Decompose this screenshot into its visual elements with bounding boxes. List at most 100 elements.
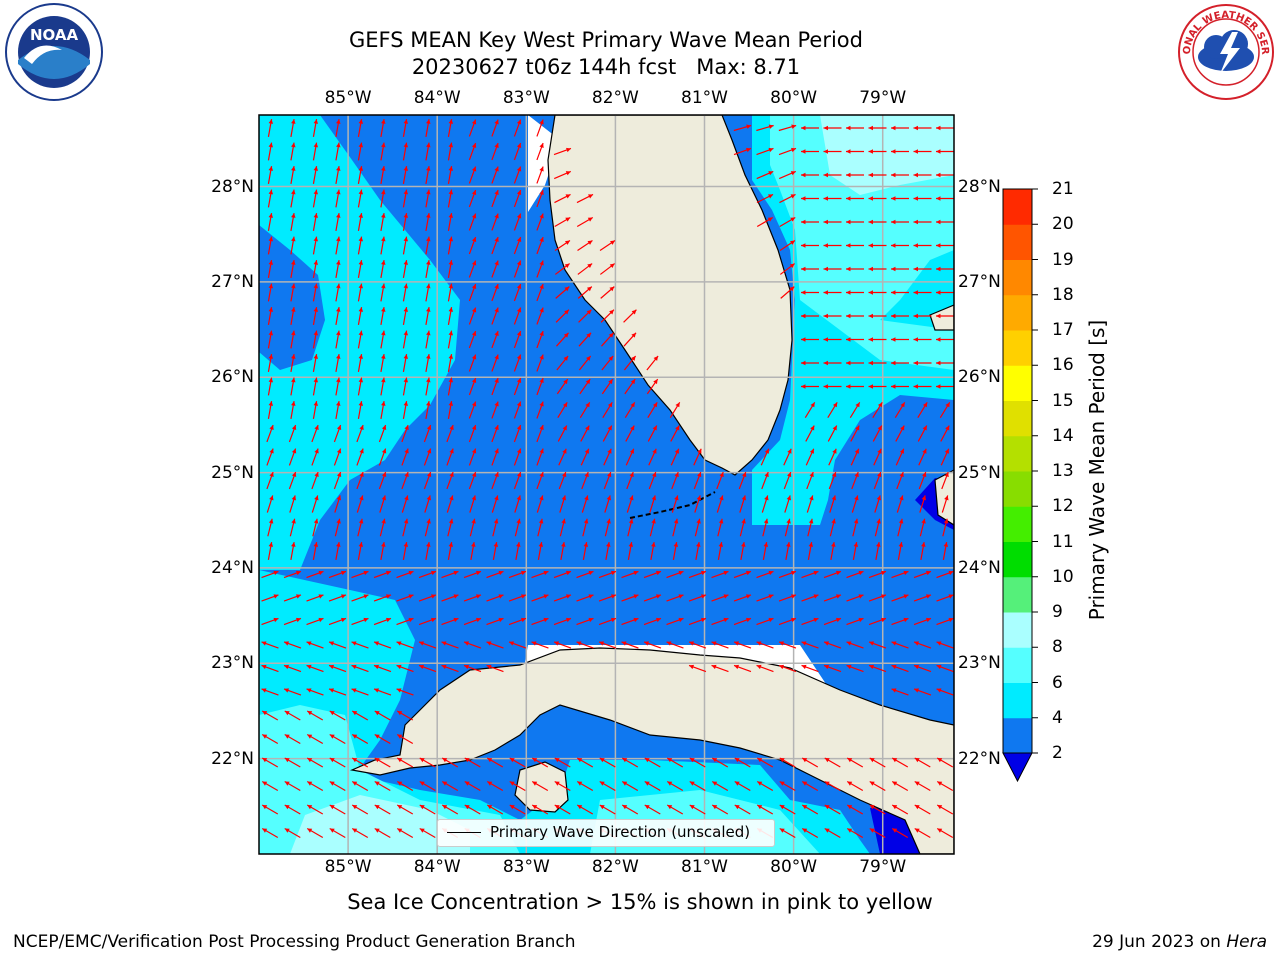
- wave-arrow-head: [397, 805, 403, 810]
- wave-arrow-head: [586, 332, 592, 338]
- wave-arrow-head: [846, 196, 851, 201]
- wave-arrow-head: [471, 354, 477, 360]
- wave-arrow-head: [453, 617, 459, 623]
- wave-arrow-head: [877, 402, 883, 408]
- wave-arrow-head: [363, 617, 369, 623]
- wave-arrow-head: [599, 641, 605, 646]
- wave-arrow-head: [494, 190, 499, 196]
- wave-arrow-head: [655, 594, 661, 599]
- wave-arrow-head: [358, 166, 364, 171]
- wave-arrow-head: [520, 594, 526, 599]
- wave-arrow-head: [539, 425, 544, 431]
- wave-arrow-head: [532, 781, 538, 786]
- wave-arrow-head: [832, 425, 837, 431]
- wave-arrow-head: [651, 518, 656, 524]
- wave-arrow-head: [374, 688, 380, 693]
- wave-arrow-head: [653, 379, 658, 385]
- colorbar-tick-label: 11: [1052, 531, 1074, 552]
- wave-arrow-head: [823, 149, 828, 154]
- wave-arrow-head: [539, 331, 544, 337]
- wave-arrow-head: [652, 425, 657, 431]
- wave-arrow-head: [426, 166, 431, 171]
- wave-arrow-head: [358, 236, 364, 242]
- wave-arrow-head: [554, 781, 560, 786]
- wave-arrow-head: [734, 664, 740, 670]
- wave-arrow-head: [313, 166, 319, 171]
- wave-arrow-head: [314, 448, 319, 454]
- wave-arrow-head: [913, 266, 918, 272]
- wave-arrow-head: [565, 217, 571, 222]
- wave-arrow-head: [697, 448, 702, 454]
- wave-arrow-head: [586, 309, 592, 315]
- lat-tick-label: 28°N: [958, 176, 1001, 197]
- wave-arrow-head: [564, 286, 570, 292]
- wave-arrow-head: [763, 518, 769, 524]
- wave-arrow-head: [809, 472, 814, 478]
- wave-arrow-head: [786, 495, 792, 501]
- wave-arrow-head: [374, 758, 380, 763]
- wave-arrow-head: [374, 664, 380, 670]
- wave-arrow-head: [358, 307, 364, 312]
- wave-arrow-head: [471, 472, 477, 478]
- wave-arrow-head: [306, 641, 312, 646]
- wave-arrow-head: [719, 495, 724, 501]
- wave-arrow-head: [539, 378, 544, 384]
- wave-arrow-head: [426, 542, 431, 547]
- wave-arrow-head: [801, 125, 806, 131]
- wave-arrow-head: [667, 758, 673, 763]
- wave-arrow-head: [767, 217, 773, 222]
- wave-direction-arrows: [261, 119, 954, 839]
- wave-arrow-head: [914, 641, 920, 646]
- colorbar-segment: [1003, 365, 1032, 401]
- wave-arrow-head: [284, 711, 290, 716]
- wave-arrow-head: [801, 149, 806, 154]
- wave-arrow-head: [674, 472, 679, 478]
- wave-arrow-head: [858, 570, 864, 576]
- wave-arrow-head: [268, 213, 274, 218]
- wave-arrow-head: [313, 236, 319, 242]
- wave-arrow-head: [262, 805, 268, 810]
- wave-arrow-head: [318, 617, 324, 623]
- wave-arrow-head: [757, 758, 763, 763]
- wave-arrow-head: [577, 805, 583, 810]
- wave-arrow-head: [363, 570, 369, 576]
- wave-arrow-head: [921, 542, 926, 547]
- wave-arrow-head: [891, 384, 896, 389]
- wave-arrow-head: [336, 495, 342, 501]
- colorbar-segment: [1003, 682, 1032, 719]
- wave-arrow-head: [674, 495, 679, 501]
- wave-arrow-head: [516, 143, 522, 149]
- wave-arrow-head: [655, 570, 661, 576]
- wave-arrow-head: [516, 166, 522, 172]
- wave-arrow-head: [808, 542, 814, 547]
- wave-arrow-head: [606, 542, 611, 547]
- wave-arrow-head: [307, 805, 313, 810]
- wave-arrow-head: [891, 337, 896, 342]
- lon-tick-label: 83°W: [502, 857, 550, 877]
- legend-text: Primary Wave Direction (unscaled): [490, 823, 751, 841]
- wave-arrow-head: [599, 805, 605, 810]
- wave-arrow-head: [631, 332, 637, 338]
- wave-arrow-head: [403, 307, 409, 312]
- wave-arrow-head: [464, 664, 470, 670]
- wave-arrow-head: [913, 360, 918, 366]
- wave-arrow-head: [397, 711, 403, 716]
- wave-arrow-head: [854, 448, 859, 454]
- wave-arrow-head: [903, 570, 909, 576]
- wave-arrow-head: [336, 307, 341, 312]
- wave-arrow-head: [403, 518, 409, 524]
- wave-arrow-head: [381, 448, 387, 454]
- wave-arrow-head: [757, 805, 763, 810]
- colorbar-label: Primary Wave Mean Period [s]: [1085, 319, 1109, 621]
- wave-arrow-head: [509, 758, 515, 763]
- wave-arrow-head: [419, 641, 425, 646]
- wave-arrow-head: [610, 594, 616, 599]
- wave-arrow-head: [426, 307, 431, 312]
- lon-tick-label: 83°W: [502, 88, 550, 108]
- wave-arrow-head: [880, 594, 886, 599]
- wave-arrow-head: [801, 313, 806, 319]
- wave-arrow-head: [869, 758, 875, 763]
- wave-arrow-head: [475, 617, 481, 623]
- wave-arrow-head: [554, 805, 560, 810]
- wave-arrow-head: [329, 781, 335, 786]
